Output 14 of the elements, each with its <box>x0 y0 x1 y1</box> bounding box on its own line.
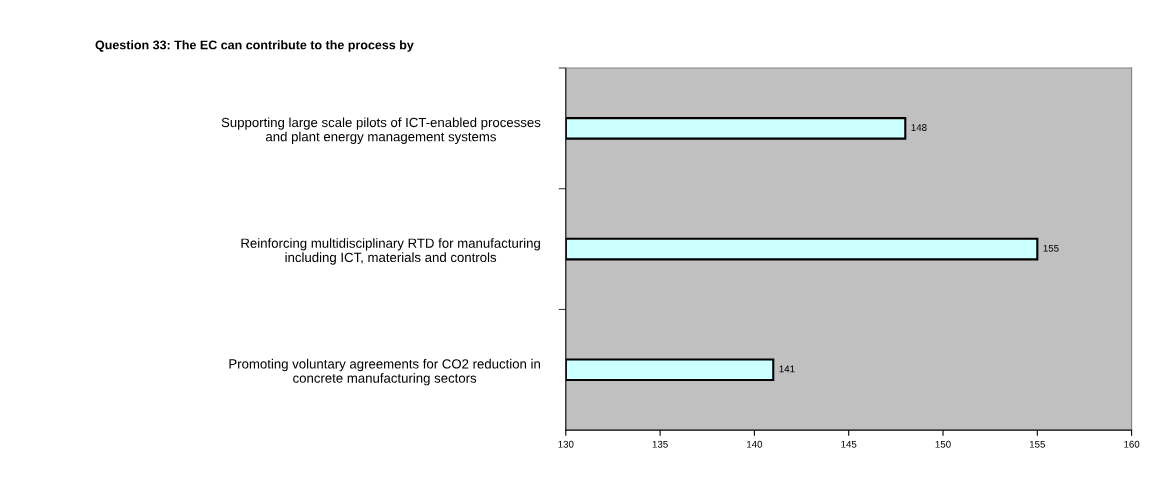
data-label: 141 <box>779 365 795 373</box>
x-tick-label: 130 <box>558 440 574 448</box>
text: Question 33: The EC can contribute to the process by <box>95 40 414 52</box>
x-tick-label: 140 <box>747 440 763 448</box>
y-tick-label: Promoting voluntary agreements for CO2 reduction in concrete manufacturing sectors <box>229 358 540 386</box>
data-label: 148 <box>911 124 927 131</box>
x-tick-label: 160 <box>1124 440 1140 448</box>
x-tick-label: 145 <box>841 440 857 448</box>
x-tick-label: 155 <box>1029 440 1045 448</box>
y-tick-label: Reinforcing multidisciplinary RTD for manufacturing including ICT, materials and controls <box>241 238 540 265</box>
data-label: 155 <box>1043 244 1059 252</box>
x-tick-label: 135 <box>652 440 668 448</box>
x-tick-label: 150 <box>935 440 951 448</box>
y-tick-label: Supporting large scale pilots of ICT-enabled processes and plant energy management systems <box>221 117 541 144</box>
